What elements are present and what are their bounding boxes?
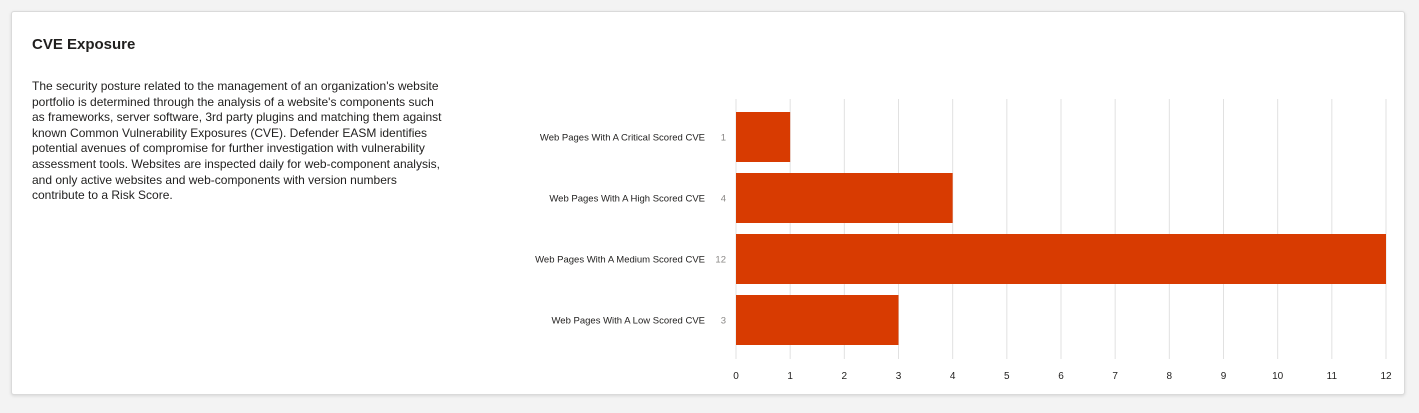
x-tick-label: 11: [1327, 371, 1338, 382]
x-tick-label: 9: [1221, 371, 1227, 382]
cve-bar-chart: Web Pages With A Critical Scored CVE Web …: [535, 99, 1392, 382]
x-tick-label: 0: [733, 371, 739, 382]
cve-exposure-card: CVE Exposure The security posture relate…: [11, 11, 1405, 395]
x-tick-label: 4: [950, 371, 956, 382]
category-label: Web Pages With A High Scored CVE: [549, 194, 705, 205]
value-label: 1: [721, 133, 726, 144]
chart-category-labels: Web Pages With A Critical Scored CVE Web …: [535, 133, 705, 327]
x-tick-label: 7: [1112, 371, 1118, 382]
category-label: Web Pages With A Low Scored CVE: [552, 316, 705, 327]
chart-gridlines: [735, 99, 1387, 359]
value-label: 12: [715, 255, 726, 266]
value-label: 4: [721, 194, 726, 205]
bar[interactable]: [736, 173, 953, 223]
x-tick-label: 3: [896, 371, 902, 382]
chart-bars: [736, 112, 1386, 345]
card-description: The security posture related to the mana…: [32, 79, 442, 203]
chart-x-ticks: 0 1 2 3 4 5 6 7 8 9 10 11 12: [733, 371, 1392, 382]
category-label: Web Pages With A Medium Scored CVE: [535, 255, 705, 266]
x-tick-label: 8: [1167, 371, 1173, 382]
card-title: CVE Exposure: [32, 36, 136, 53]
x-tick-label: 2: [842, 371, 848, 382]
x-tick-label: 1: [787, 371, 793, 382]
bar[interactable]: [736, 295, 899, 345]
x-tick-label: 5: [1004, 371, 1010, 382]
value-label: 3: [721, 316, 726, 327]
x-tick-label: 10: [1272, 371, 1284, 382]
x-tick-label: 6: [1058, 371, 1064, 382]
bar[interactable]: [736, 112, 791, 162]
bar[interactable]: [736, 234, 1386, 284]
category-label: Web Pages With A Critical Scored CVE: [540, 133, 705, 144]
chart-value-labels: 1 4 12 3: [715, 133, 726, 327]
x-tick-label: 12: [1380, 371, 1392, 382]
